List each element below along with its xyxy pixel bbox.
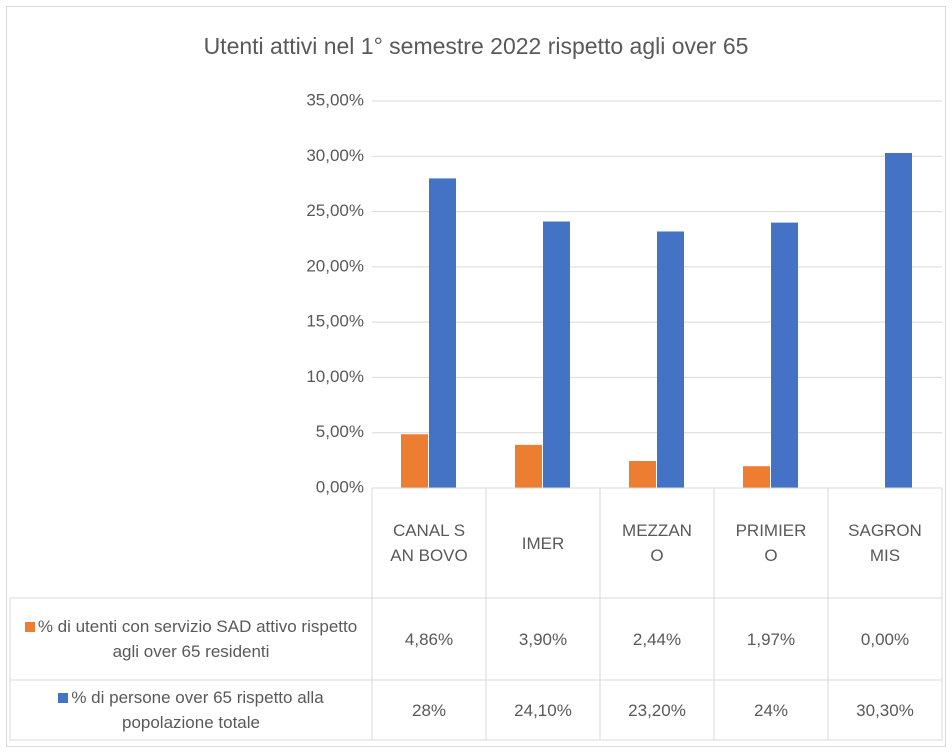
data-label: 3,90%: [486, 598, 600, 680]
data-label: 23,20%: [600, 680, 714, 740]
cell-text: 1,97%: [746, 629, 796, 649]
cell-text: 24,10%: [514, 700, 572, 720]
cell-text: 24%: [753, 700, 789, 720]
cell-text: 30,30%: [856, 700, 914, 720]
cell-text: IMER: [521, 533, 565, 553]
legend-label: % di persone over 65 rispetto alla popol…: [71, 688, 324, 732]
cell-text: CANAL SAN BOVO: [390, 521, 468, 565]
legend-text: % di persone over 65 rispetto alla popol…: [16, 685, 366, 735]
bar: [885, 152, 912, 488]
bar: [629, 461, 656, 488]
legend-entry: % di utenti con servizio SAD attivo risp…: [10, 598, 372, 680]
legend-swatch: [24, 622, 35, 632]
data-label: 0,00%: [828, 598, 942, 680]
data-label: 2,44%: [600, 598, 714, 680]
cell-text: MEZZANO: [622, 521, 692, 565]
y-tick-label: 5,00%: [316, 422, 364, 441]
category-label: IMER: [486, 488, 600, 598]
bar: [771, 222, 798, 488]
cell-text: 3,90%: [518, 629, 568, 649]
category-label: CANAL SAN BOVO: [372, 488, 486, 598]
data-label: 24%: [714, 680, 828, 740]
y-tick-label: 35,00%: [306, 90, 364, 109]
cell-text: PRIMIERO: [735, 521, 807, 565]
data-label: 1,97%: [714, 598, 828, 680]
bar: [429, 178, 456, 488]
cell-text: 0,00%: [860, 629, 910, 649]
data-label: 24,10%: [486, 680, 600, 740]
y-tick-label: 25,00%: [306, 201, 364, 220]
y-tick-label: 15,00%: [306, 312, 364, 331]
category-label: MEZZANO: [600, 488, 714, 598]
data-label: 28%: [372, 680, 486, 740]
bar: [515, 444, 542, 488]
legend-label: % di utenti con servizio SAD attivo risp…: [37, 617, 358, 661]
data-label: 30,30%: [828, 680, 942, 740]
y-tick-label: 0,00%: [316, 477, 364, 496]
y-tick-label: 30,00%: [306, 146, 364, 165]
cell-text: 28%: [411, 700, 447, 720]
cell-text: 23,20%: [628, 700, 686, 720]
category-label: PRIMIERO: [714, 488, 828, 598]
legend-entry: % di persone over 65 rispetto alla popol…: [10, 680, 372, 740]
cell-text: 2,44%: [632, 629, 682, 649]
bar: [543, 221, 570, 488]
y-tick-label: 10,00%: [306, 367, 364, 386]
cell-text: 4,86%: [404, 629, 454, 649]
category-label: SAGRONMIS: [828, 488, 942, 598]
legend-text: % di utenti con servizio SAD attivo risp…: [16, 614, 366, 664]
legend-swatch: [58, 693, 69, 703]
bar: [401, 434, 428, 488]
data-label: 4,86%: [372, 598, 486, 680]
bar: [657, 231, 684, 488]
y-tick-label: 20,00%: [306, 256, 364, 275]
cell-text: SAGRONMIS: [848, 521, 922, 565]
chart-title: Utenti attivi nel 1° semestre 2022 rispe…: [204, 33, 749, 59]
bar: [743, 466, 770, 488]
